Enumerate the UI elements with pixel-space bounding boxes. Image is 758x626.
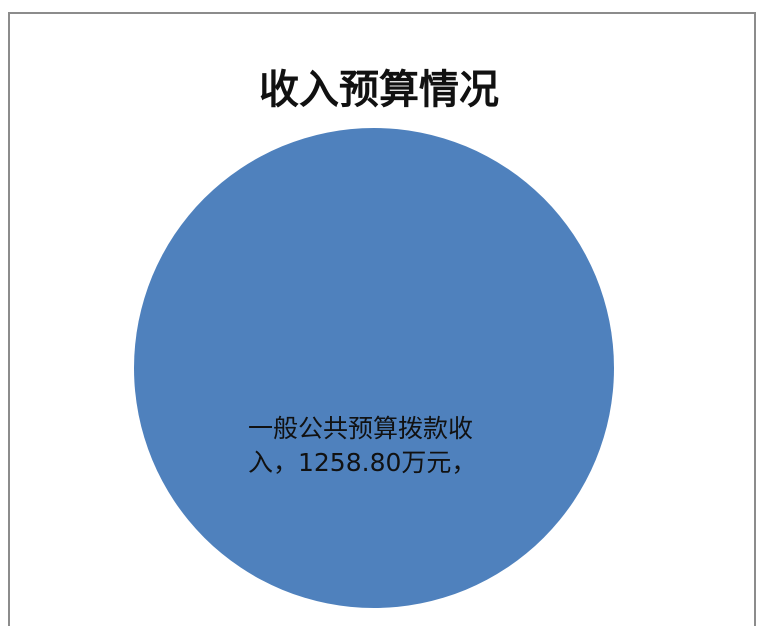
pie-slice-0 [134,128,614,608]
slice-data-label: 一般公共预算拨款收 入，1258.80万元， [248,412,568,480]
slice-data-label-line-2: 入，1258.80万元， [248,448,477,477]
slice-data-label-line-1: 一般公共预算拨款收 [248,414,474,443]
chart-title: 收入预算情况 [259,67,499,113]
